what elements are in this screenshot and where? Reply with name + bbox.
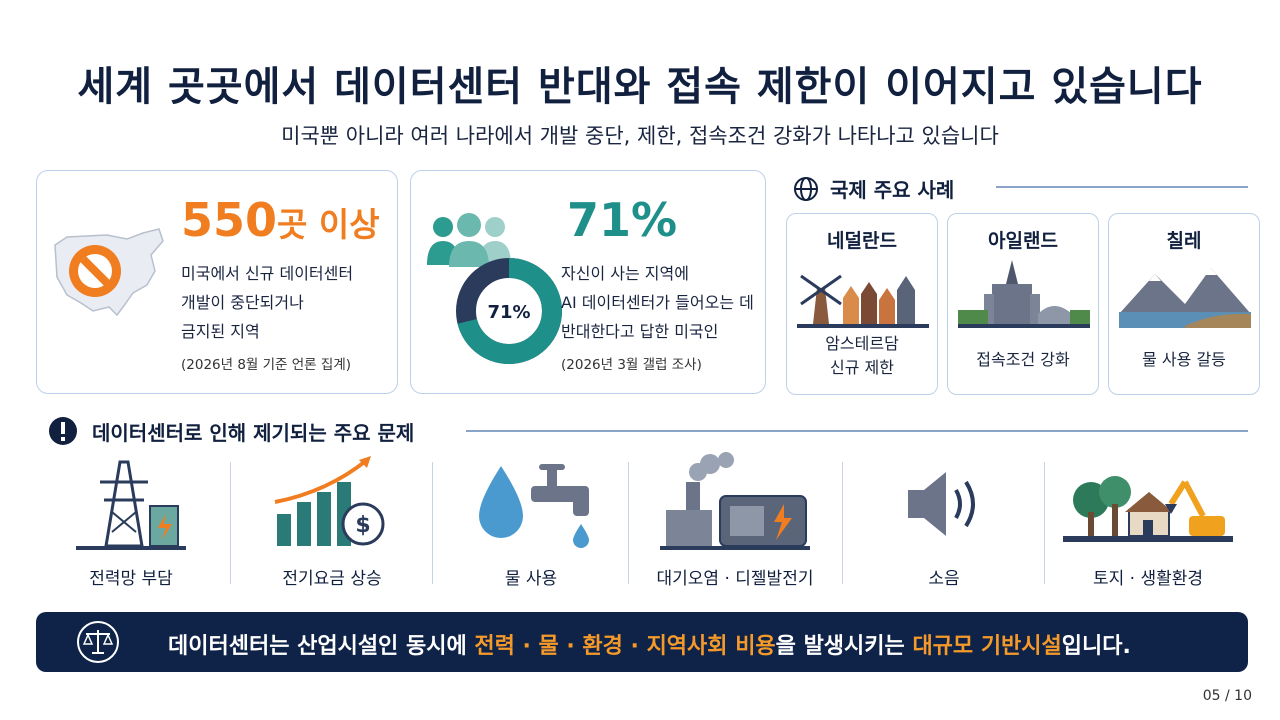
issue-water-use: 물 사용 (436, 452, 626, 590)
issue-label: 토지 · 생활환경 (1092, 569, 1204, 589)
issue-noise: 소음 (846, 452, 1042, 590)
poll-stat-value: 71% (567, 193, 678, 247)
factory-generator-icon (660, 452, 810, 550)
poll-stat-description: 자신이 사는 지역에 AI 데이터센터가 들어오는 데 반대한다고 답한 미국인 (561, 264, 754, 341)
issues-divider (466, 430, 1248, 432)
land-house-icon (1063, 476, 1233, 542)
svg-text:$: $ (355, 513, 370, 538)
country-card-chile: 칠레 물 사용 갈등 (1108, 213, 1260, 395)
issue-electricity-cost: $ 전기요금 상승 (234, 452, 430, 590)
us-stat-source: (2026년 8월 기준 언론 집계) (181, 357, 352, 373)
power-tower-icon (76, 460, 186, 550)
people-icon (427, 213, 511, 267)
issue-power-grid: 전력망 부담 (36, 452, 226, 590)
us-map-ban-icon (54, 228, 164, 317)
us-stat-number: 550곳 이상 (181, 193, 380, 247)
issue-label: 물 사용 (504, 569, 558, 589)
windmill-city-icon (797, 274, 929, 328)
us-stat-card: 550곳 이상 미국에서 신규 데이터센터 개발이 중단되거나 금지된 지역 (… (36, 170, 398, 394)
issue-land-living: 토지 · 생활환경 (1048, 452, 1248, 590)
issue-label: 대기오염 · 디젤발전기 (656, 569, 814, 589)
summary-text: 데이터센터는 산업시설인 동시에 전력 · 물 · 환경 · 지역사회 비용을 … (168, 634, 1131, 659)
country-description: 접속조건 강화 (976, 350, 1070, 369)
poll-donut-chart: 71% (456, 258, 562, 364)
page-title: 세계 곳곳에서 데이터센터 반대와 접속 제한이 이어지고 있습니다 (77, 64, 1203, 110)
country-name: 네덜란드 (827, 230, 897, 252)
globe-icon (794, 176, 818, 201)
issue-divider (1044, 462, 1045, 584)
issue-divider (230, 462, 231, 584)
country-card-netherlands: 네덜란드 암스테르담 신규 제한 (786, 213, 938, 395)
issues-heading: 데이터센터로 인해 제기되는 주요 문제 (48, 416, 414, 446)
summary-banner: 데이터센터는 산업시설인 동시에 전력 · 물 · 환경 · 지역사회 비용을 … (36, 612, 1248, 672)
international-divider (996, 186, 1248, 188)
castle-bridge-icon (958, 260, 1090, 328)
country-name: 칠레 (1166, 230, 1202, 252)
poll-stat-source: (2026년 3월 갤럽 조사) (561, 357, 702, 373)
rising-cost-icon: $ (274, 456, 385, 546)
issue-divider (842, 462, 843, 584)
country-name: 아일랜드 (988, 230, 1058, 252)
water-drop-icon (479, 464, 589, 548)
issue-divider (628, 462, 629, 584)
donut-arc (456, 258, 562, 364)
page-subtitle: 미국뿐 아니라 여러 나라에서 개발 중단, 제한, 접속조건 강화가 나타나고… (281, 124, 999, 148)
country-description: 암스테르담 신규 제한 (825, 334, 899, 377)
poll-stat-card: 71% 71% 자신이 사는 지역에 AI 데이터센터가 들어오는 데 반대한다… (410, 170, 766, 394)
page-number: 05 / 10 (1202, 688, 1252, 704)
mountain-lake-icon (1119, 268, 1251, 328)
country-description: 물 사용 갈등 (1142, 350, 1226, 369)
country-card-ireland: 아일랜드 접속조건 강화 (947, 213, 1099, 395)
scales-icon (77, 621, 119, 663)
issue-label: 전기요금 상승 (282, 569, 382, 589)
us-stat-description: 미국에서 신규 데이터센터 개발이 중단되거나 금지된 지역 (181, 264, 354, 341)
international-heading: 국제 주요 사례 (792, 174, 954, 203)
issue-divider (432, 462, 433, 584)
alert-icon (49, 417, 77, 445)
issue-label: 소음 (928, 569, 960, 589)
donut-label: 71% (487, 302, 530, 323)
issue-air-pollution: 대기오염 · 디젤발전기 (632, 452, 838, 590)
issue-label: 전력망 부담 (89, 569, 173, 589)
speaker-icon (908, 472, 975, 536)
